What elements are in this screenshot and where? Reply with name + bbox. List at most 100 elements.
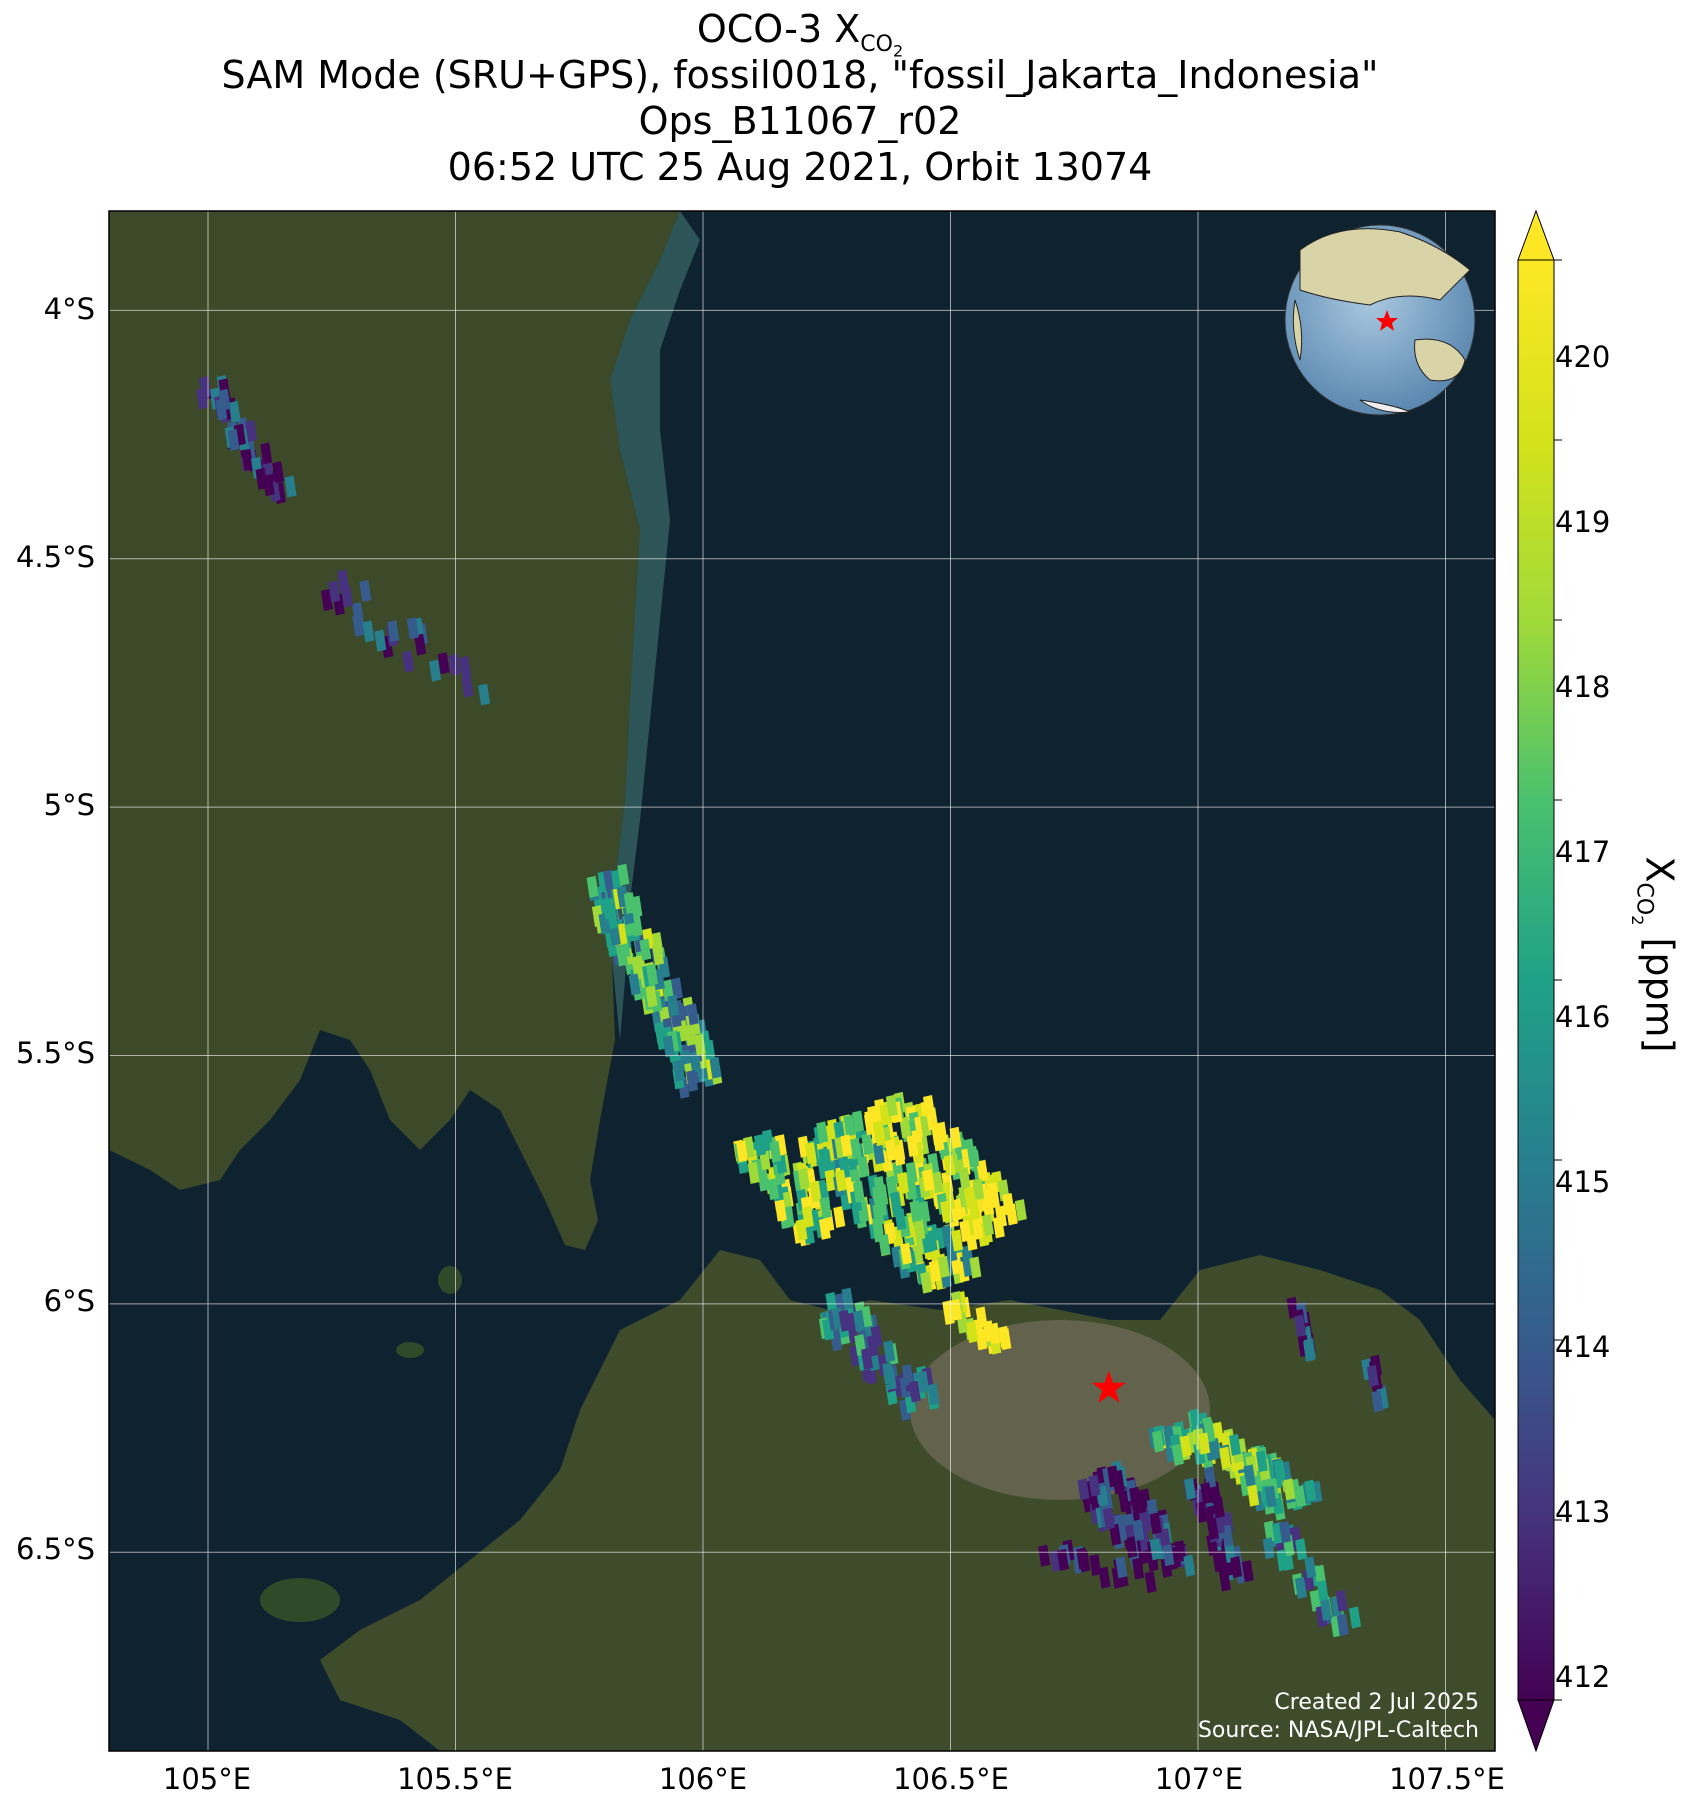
credit-source: Source: NASA/JPL-Caltech bbox=[1197, 1718, 1479, 1743]
sounding-pixel bbox=[1038, 1544, 1051, 1567]
sounding-pixel bbox=[753, 1134, 766, 1157]
sounding-pixel bbox=[1179, 1435, 1192, 1458]
sounding-pixel bbox=[284, 475, 297, 498]
sounding-pixel bbox=[228, 400, 241, 423]
map-imagery bbox=[109, 211, 1495, 1751]
sounding-pixel bbox=[797, 1167, 810, 1190]
plot-title: OCO-3 XCO2 bbox=[0, 6, 1600, 74]
colorbar-tick-label: 412 bbox=[1555, 1660, 1611, 1694]
sounding-pixel bbox=[894, 1208, 907, 1231]
sounding-pixel bbox=[1212, 1496, 1225, 1519]
sounding-pixel bbox=[1144, 1571, 1157, 1594]
sounding-pixel bbox=[1294, 1314, 1307, 1337]
x-tick-label: 106°E bbox=[658, 1762, 748, 1796]
sounding-pixel bbox=[337, 569, 350, 592]
sounding-pixel bbox=[819, 1196, 832, 1219]
sounding-pixel bbox=[1112, 1469, 1125, 1492]
sounding-pixel bbox=[602, 897, 615, 920]
sounding-pixel bbox=[1264, 1485, 1277, 1508]
sounding-pixel bbox=[917, 1370, 930, 1393]
sounding-pixel bbox=[1304, 1556, 1317, 1579]
sounding-pixel bbox=[801, 1205, 814, 1228]
globe-icon bbox=[1284, 224, 1476, 416]
sounding-pixel bbox=[925, 1229, 938, 1252]
sounding-pixel bbox=[245, 420, 258, 443]
sounding-pixel bbox=[884, 1139, 897, 1162]
xco2-soundings bbox=[196, 374, 1389, 1638]
sounding-pixel bbox=[1077, 1478, 1090, 1501]
sounding-pixel bbox=[905, 1161, 918, 1184]
sounding-pixel bbox=[362, 620, 375, 643]
colorbar-tick-label: 419 bbox=[1555, 505, 1611, 539]
sounding-pixel bbox=[448, 653, 461, 676]
sounding-pixel bbox=[709, 1056, 722, 1079]
sounding-pixel bbox=[646, 963, 659, 986]
sounding-pixel bbox=[1219, 1446, 1232, 1469]
title-line1-prefix: OCO-3 X bbox=[696, 7, 861, 51]
sounding-pixel bbox=[958, 1166, 971, 1189]
sounding-pixel bbox=[218, 388, 231, 411]
sounding-pixel bbox=[959, 1220, 972, 1243]
sounding-pixel bbox=[667, 994, 680, 1017]
sounding-pixel bbox=[882, 1362, 895, 1385]
sounding-pixel bbox=[1162, 1544, 1175, 1567]
sounding-pixel bbox=[976, 1159, 989, 1182]
sounding-pixel bbox=[1279, 1521, 1292, 1544]
plot-subtitle-mode: SAM Mode (SRU+GPS), fossil0018, "fossil_… bbox=[221, 53, 1379, 97]
sounding-pixel bbox=[1200, 1482, 1213, 1505]
sounding-pixel bbox=[1241, 1560, 1254, 1583]
sounding-pixel bbox=[1221, 1524, 1234, 1547]
globe-star-icon bbox=[1376, 310, 1398, 331]
sounding-pixel bbox=[328, 580, 341, 603]
sounding-pixel bbox=[1109, 1523, 1122, 1546]
sounding-pixel bbox=[437, 652, 450, 675]
sounding-pixel bbox=[652, 943, 665, 966]
sounding-pixel bbox=[849, 1137, 862, 1160]
sounding-pixel bbox=[1171, 1443, 1184, 1466]
sounding-pixel bbox=[876, 1184, 889, 1207]
sounding-pixel bbox=[774, 1199, 787, 1222]
x-tick-label: 107°E bbox=[1154, 1762, 1244, 1796]
sounding-pixel bbox=[1208, 1437, 1221, 1460]
sounding-pixel bbox=[1309, 1589, 1322, 1612]
sounding-pixel bbox=[414, 633, 427, 656]
sounding-pixel bbox=[1316, 1579, 1329, 1602]
sounding-pixel bbox=[843, 1114, 856, 1137]
sounding-pixel bbox=[1247, 1484, 1260, 1507]
sounding-pixel bbox=[673, 1059, 686, 1082]
sounding-pixel bbox=[782, 1205, 795, 1228]
sounding-pixel bbox=[639, 938, 652, 961]
sounding-pixel bbox=[932, 1129, 945, 1152]
sounding-pixel bbox=[227, 428, 240, 451]
sounding-pixel bbox=[833, 1205, 846, 1228]
sounding-pixel bbox=[260, 442, 273, 465]
y-tick-label: 4°S bbox=[43, 292, 95, 326]
sounding-pixel bbox=[1005, 1203, 1018, 1226]
colorbar-tick-label: 418 bbox=[1555, 670, 1611, 704]
sounding-pixel bbox=[1255, 1450, 1268, 1473]
sumatra-land bbox=[109, 211, 680, 1250]
sounding-pixel bbox=[1098, 1566, 1111, 1589]
sounding-pixel bbox=[686, 1069, 699, 1092]
sounding-pixel bbox=[913, 1218, 926, 1241]
sounding-pixel bbox=[686, 1003, 699, 1026]
x-tick-label: 105.5°E bbox=[397, 1762, 513, 1796]
sounding-pixel bbox=[689, 1050, 702, 1073]
y-tick-label: 5°S bbox=[43, 788, 95, 822]
sounding-pixel bbox=[406, 617, 419, 640]
plot-subtitle-version: Ops_B11067_r02 bbox=[638, 99, 962, 143]
colorbar-tick-label: 417 bbox=[1555, 835, 1611, 869]
sounding-pixel bbox=[861, 1133, 874, 1156]
sounding-pixel bbox=[928, 1260, 941, 1283]
colorbar-tick-label: 413 bbox=[1555, 1495, 1611, 1529]
sounding-pixel bbox=[1371, 1390, 1384, 1413]
sounding-pixel bbox=[645, 985, 658, 1008]
sounding-pixel bbox=[1014, 1199, 1027, 1222]
sounding-pixel bbox=[1218, 1569, 1231, 1592]
sounding-pixel bbox=[824, 1169, 837, 1192]
sounding-pixel bbox=[241, 448, 254, 471]
sounding-pixel bbox=[872, 1142, 885, 1165]
sounding-pixel bbox=[478, 683, 491, 706]
sounding-pixel bbox=[966, 1321, 979, 1344]
